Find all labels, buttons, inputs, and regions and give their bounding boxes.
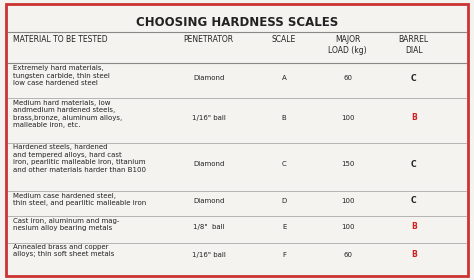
Text: 1/8"  ball: 1/8" ball [193, 224, 225, 230]
Text: D: D [282, 198, 287, 204]
Text: Diamond: Diamond [193, 75, 224, 81]
Text: E: E [282, 224, 286, 230]
Text: B: B [282, 115, 286, 121]
Text: Cast iron, aluminum and mag-
nesium alloy bearing metals: Cast iron, aluminum and mag- nesium allo… [13, 218, 119, 231]
Text: Extremely hard materials,
tungsten carbide, thin steel
low case hardened steel: Extremely hard materials, tungsten carbi… [13, 65, 110, 86]
Text: B: B [411, 222, 417, 231]
Text: 1/16" ball: 1/16" ball [192, 252, 226, 258]
Text: B: B [411, 250, 417, 259]
Text: Medium case hardened steel,
thin steel, and pearlitic malleable iron: Medium case hardened steel, thin steel, … [13, 193, 146, 206]
Text: Diamond: Diamond [193, 161, 224, 167]
Text: C: C [282, 161, 286, 167]
Text: 100: 100 [341, 198, 355, 204]
Text: Annealed brass and copper
alloys; thin soft sheet metals: Annealed brass and copper alloys; thin s… [13, 244, 115, 257]
Text: F: F [282, 252, 286, 258]
Text: MAJOR
LOAD (kg): MAJOR LOAD (kg) [328, 35, 367, 55]
Text: MATERIAL TO BE TESTED: MATERIAL TO BE TESTED [13, 35, 108, 44]
Text: 60: 60 [343, 75, 352, 81]
Text: B: B [411, 113, 417, 122]
Text: 1/16" ball: 1/16" ball [192, 115, 226, 121]
Text: BARREL
DIAL: BARREL DIAL [399, 35, 429, 55]
Text: PENETRATOR: PENETRATOR [183, 35, 234, 44]
Text: 100: 100 [341, 115, 355, 121]
FancyBboxPatch shape [6, 4, 468, 276]
Text: CHOOSING HARDNESS SCALES: CHOOSING HARDNESS SCALES [136, 16, 338, 29]
Text: C: C [411, 197, 417, 206]
Text: A: A [282, 75, 286, 81]
Text: Hardened steels, hardened
and tempered alloys, hard cast
iron, pearlitic malleab: Hardened steels, hardened and tempered a… [13, 144, 146, 173]
Text: 150: 150 [341, 161, 355, 167]
Text: Medium hard materials, low
andmedium hardened steels,
brass,bronze, aluminum all: Medium hard materials, low andmedium har… [13, 100, 122, 128]
Text: Diamond: Diamond [193, 198, 224, 204]
Text: C: C [411, 74, 417, 83]
Text: 60: 60 [343, 252, 352, 258]
Text: SCALE: SCALE [272, 35, 296, 44]
Text: C: C [411, 160, 417, 169]
Text: 100: 100 [341, 224, 355, 230]
